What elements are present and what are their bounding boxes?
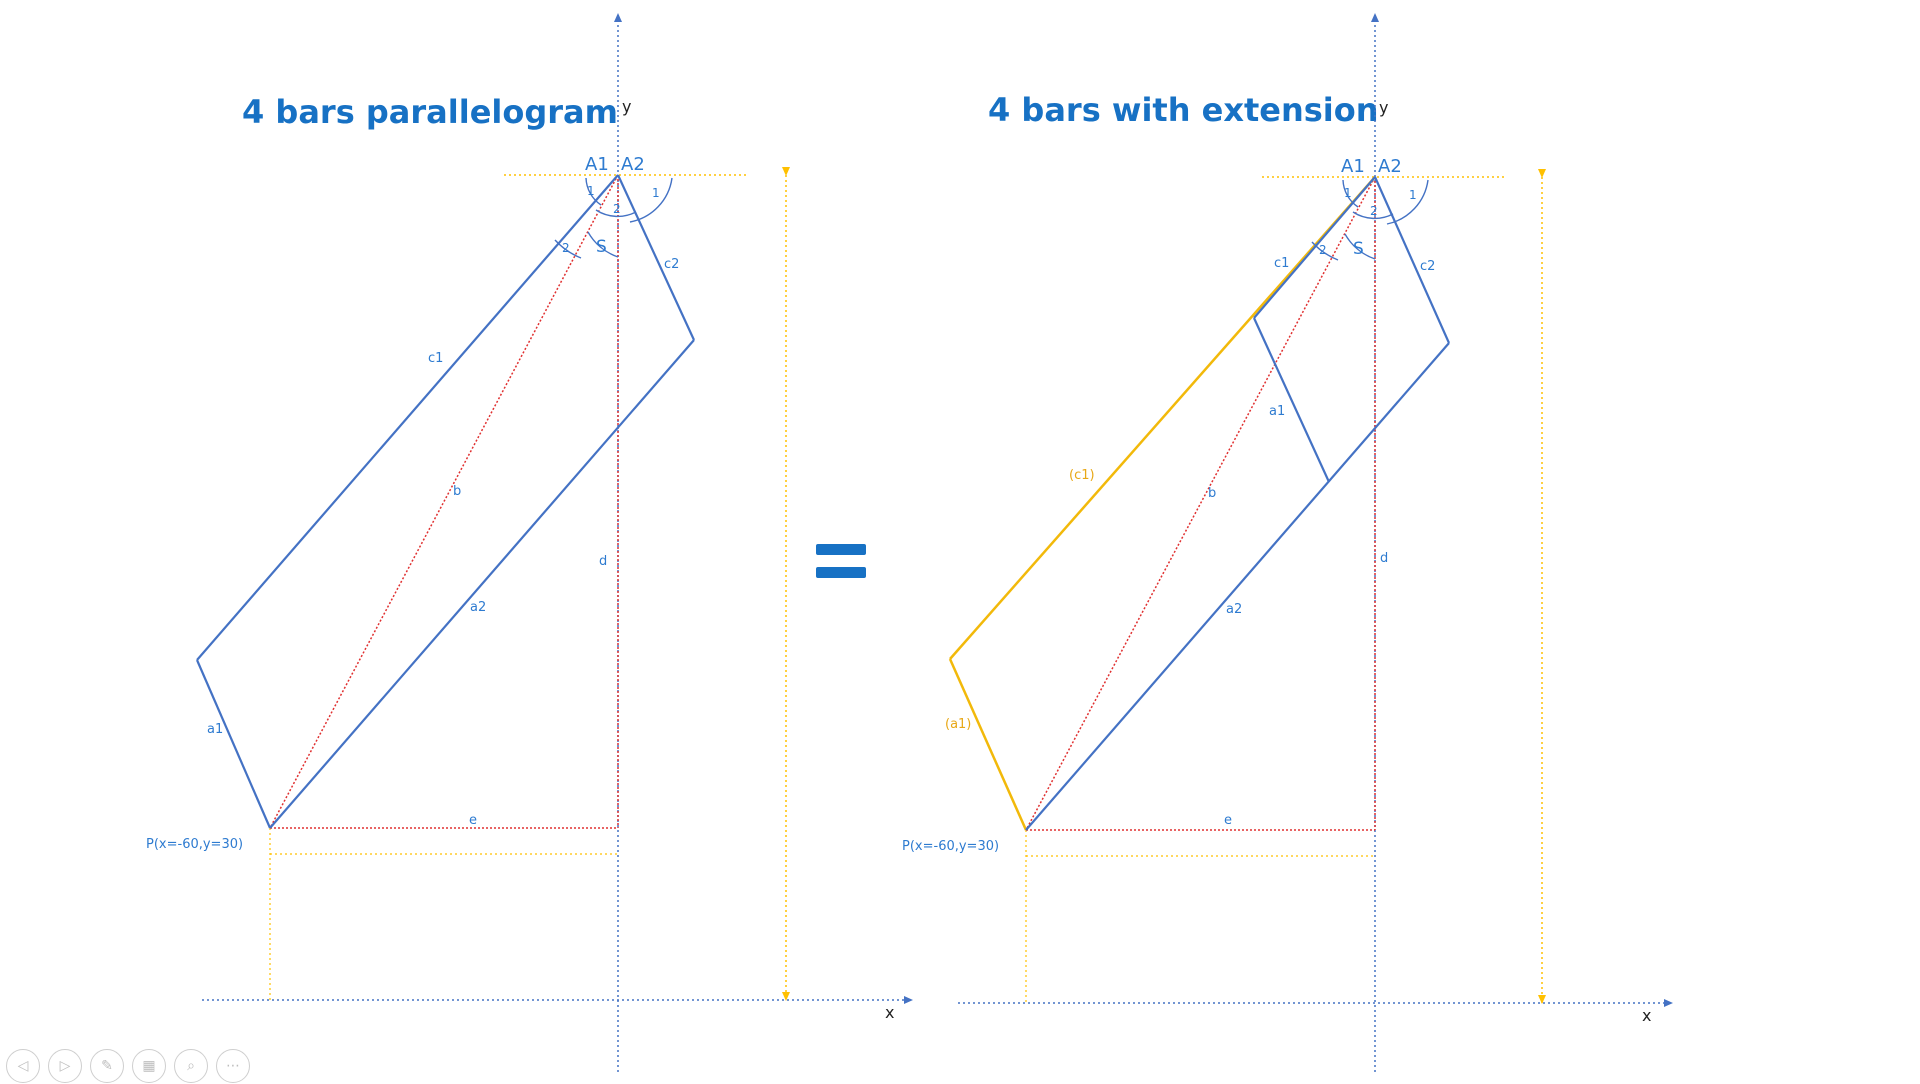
- right-angle-1a: 1: [1344, 186, 1352, 200]
- left-label-b: b: [453, 484, 461, 499]
- left-link-b: [269, 174, 619, 829]
- right-label-a2-joint: A2: [1378, 156, 1402, 177]
- left-angle-arc-2a: [595, 209, 637, 218]
- slideshow-toolbar: ◁ ▷ ✎ ▦ ⌕ ⋯: [6, 1049, 250, 1083]
- left-y-axis-label: y: [622, 97, 631, 116]
- equals-sign: [816, 544, 866, 578]
- right-label-c1: c1: [1274, 256, 1289, 271]
- right-label-a1: a1: [1269, 404, 1285, 419]
- right-x-axis-label: x: [1642, 1006, 1651, 1025]
- previous-slide-icon[interactable]: ◁: [6, 1049, 40, 1083]
- right-link-a1: [1252, 317, 1331, 483]
- left-angle-arc-1a: [585, 177, 602, 206]
- right-label-d: d: [1380, 551, 1388, 566]
- right-y-axis-label: y: [1379, 98, 1388, 117]
- right-link-b: [1025, 176, 1376, 831]
- right-angle-arc-1b: [1386, 179, 1429, 225]
- right-angle-arc-s: [1344, 233, 1376, 260]
- right-angle-1b: 1: [1409, 188, 1417, 202]
- more-options-icon[interactable]: ⋯: [216, 1049, 250, 1083]
- right-diagram: 4 bars with extension y x 1 1 2 2 S: [902, 13, 1673, 1072]
- pen-icon[interactable]: ✎: [90, 1049, 124, 1083]
- left-label-d: d: [599, 554, 607, 569]
- right-label-e: e: [1224, 813, 1232, 828]
- right-link-c1: [1253, 176, 1376, 319]
- left-label-e: e: [469, 813, 477, 828]
- right-label-a1-extension: (a1): [945, 717, 971, 732]
- left-angle-2b: 2: [562, 241, 570, 255]
- right-angle-2a: 2: [1370, 204, 1378, 218]
- right-point-p-label: P(x=-60,y=30): [902, 839, 999, 854]
- left-angle-1b: 1: [652, 186, 660, 200]
- left-angle-arc-2b: [554, 239, 582, 259]
- right-label-s: S: [1353, 239, 1364, 259]
- right-link-c1-extension: [949, 176, 1376, 660]
- left-label-a2: a2: [470, 600, 486, 615]
- left-title: 4 bars parallelogram: [242, 93, 618, 131]
- left-label-c1: c1: [428, 351, 443, 366]
- right-label-a1-joint: A1: [1341, 156, 1365, 177]
- right-label-b: b: [1208, 486, 1216, 501]
- left-link-a1: [195, 659, 272, 829]
- left-diagram: 4 bars parallelogram y x 1 1 2 2 S A1: [146, 13, 913, 1072]
- right-title: 4 bars with extension: [988, 91, 1379, 129]
- left-link-c2: [617, 174, 695, 341]
- left-label-a2-joint: A2: [621, 154, 645, 175]
- right-label-a2: a2: [1226, 602, 1242, 617]
- right-link-a1-extension: [948, 658, 1028, 831]
- slides-grid-icon[interactable]: ▦: [132, 1049, 166, 1083]
- left-label-a1-joint: A1: [585, 154, 609, 175]
- left-x-axis-label: x: [885, 1003, 894, 1022]
- left-angle-arc-1b: [629, 177, 673, 223]
- right-label-c2: c2: [1420, 259, 1435, 274]
- left-angle-arc-s: [587, 231, 619, 258]
- left-angle-1a: 1: [587, 184, 595, 198]
- left-point-p-label: P(x=-60,y=30): [146, 837, 243, 852]
- left-link-c1: [196, 174, 619, 661]
- right-angle-arc-2b: [1311, 241, 1339, 261]
- right-angle-2b: 2: [1319, 243, 1327, 257]
- left-label-a1: a1: [207, 722, 223, 737]
- right-link-c2: [1373, 176, 1451, 344]
- right-link-a2: [1025, 342, 1450, 831]
- left-label-s: S: [596, 237, 607, 257]
- left-angle-2a: 2: [613, 202, 621, 216]
- zoom-icon[interactable]: ⌕: [174, 1049, 208, 1083]
- right-label-c1-extension: (c1): [1069, 468, 1095, 483]
- right-angle-arc-1a: [1342, 179, 1359, 208]
- left-link-a2: [269, 339, 695, 829]
- next-slide-icon[interactable]: ▷: [48, 1049, 82, 1083]
- left-label-c2: c2: [664, 257, 679, 272]
- right-angle-arc-2a: [1352, 211, 1394, 220]
